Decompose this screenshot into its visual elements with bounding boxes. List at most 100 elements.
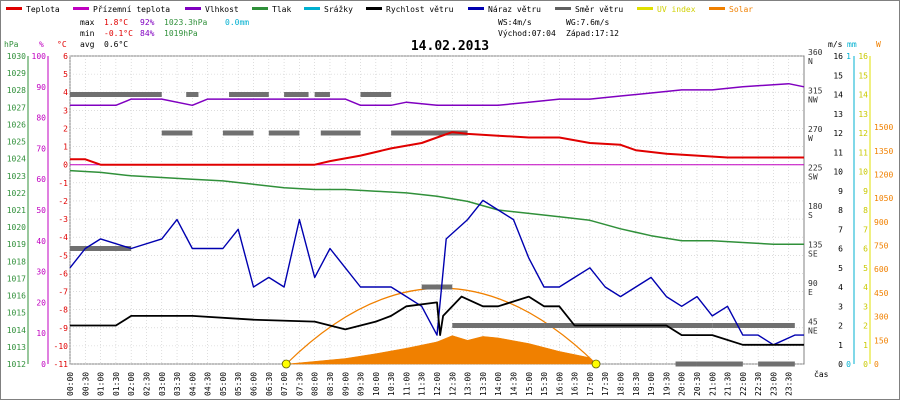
legend-label-rain: Srážky [324,5,353,14]
direction-segment [229,92,269,97]
tick-time: 03:30 [173,372,182,396]
tick-deg-dir: W [808,134,813,143]
tick-time: 01:00 [97,372,106,396]
direction-segment [696,361,743,367]
tick-w: 1350 [874,147,893,156]
legend-label-feels: Přízemní teplota [93,5,170,14]
tick-time: 00:30 [81,372,90,396]
stats-min-press: 1019hPa [164,29,198,38]
tick-time: 19:30 [662,372,671,396]
tick-deg-value: 360 [808,48,823,57]
tick-time: 18:00 [617,372,626,396]
tick-w: 450 [874,289,889,298]
stats-max-temp: 1.8°C [104,18,128,27]
tick-hpa: 1014 [7,326,26,335]
tick-time: 23:00 [769,372,778,396]
tick-pct: 100 [32,52,47,61]
tick-time: 21:00 [708,372,717,396]
info-sunset: Západ:17:12 [566,29,619,38]
tick-time: 16:00 [555,372,564,396]
direction-segment [360,92,392,97]
tick-degc: -8 [58,306,68,315]
tick-degc: -3 [58,215,68,224]
tick-time: 20:00 [678,372,687,396]
unit-ms: m/s [828,40,843,49]
tick-time: 08:00 [311,372,320,396]
tick-w: 600 [874,265,889,274]
legend-label-pressure: Tlak [272,5,291,14]
tick-uv: 4 [863,283,868,292]
tick-uv: 5 [863,264,868,273]
tick-time: 08:30 [326,372,335,396]
tick-time: 02:30 [142,372,151,396]
tick-degc: 0 [63,161,68,170]
tick-pct: 40 [36,237,46,246]
tick-time: 15:30 [540,372,549,396]
tick-ms: 8 [838,206,843,215]
tick-uv: 6 [863,245,868,254]
tick-w: 0 [874,360,879,369]
tick-time: 23:30 [785,372,794,396]
legend-swatch-wind [366,7,382,10]
stats-avg-temp: 0.6°C [104,40,128,49]
tick-deg-dir: SE [808,250,818,259]
tick-hpa: 1015 [7,309,26,318]
tick-hpa: 1022 [7,189,26,198]
tick-degc: -4 [58,233,68,242]
tick-deg-value: 180 [808,202,823,211]
tick-time: 11:00 [402,372,411,396]
tick-ms: 0 [838,360,843,369]
solar-series [287,335,597,365]
unit-hpa: hPa [4,40,19,49]
tick-pct: 70 [36,144,46,153]
tick-mm: 1 [846,52,851,61]
tick-deg-value: 45 [808,318,818,327]
sunset-marker [591,359,601,369]
legend-swatch-feels [73,7,89,10]
tick-hpa: 1017 [7,274,26,283]
info-ws: WS:4m/s [498,18,532,27]
tick-hpa: 1027 [7,103,26,112]
temperature-line [70,131,804,166]
tick-time: 11:30 [418,372,427,396]
tick-degc: 6 [63,52,68,61]
tick-time: 02:00 [127,372,136,396]
legend-swatch-uv [637,7,653,10]
legend-label-humidity: Vlhkost [205,5,239,14]
tick-w: 900 [874,218,889,227]
tick-pct: 10 [36,329,46,338]
tick-ms: 9 [838,187,843,196]
tick-uv: 7 [863,225,868,234]
tick-uv: 3 [863,302,868,311]
tick-uv: 10 [858,168,868,177]
tick-ms: 15 [833,71,843,80]
stats-min-temp: -0.1°C [104,29,133,38]
direction-segment [161,130,193,136]
gust-line [69,199,804,346]
tick-time: 17:00 [586,372,595,396]
tick-time: 09:00 [341,372,350,396]
direction-segment [268,130,300,136]
direction-segment [421,284,453,290]
tick-degc: 2 [63,124,68,133]
tick-time: 17:30 [601,372,610,396]
direction-segment [284,92,309,97]
sunrise-marker [281,359,291,369]
tick-time: 20:30 [693,372,702,396]
tick-hpa: 1030 [7,52,26,61]
chart-title: 14.02.2013 [411,39,489,54]
tick-hpa: 1028 [7,86,26,95]
direction-segment [70,246,132,251]
tick-time: 19:00 [647,372,656,396]
direction-segment [452,323,545,328]
tick-deg-value: 135 [808,241,823,250]
tick-pct: 0 [41,360,46,369]
tick-deg-dir: NW [808,96,818,105]
legend-swatch-rain [304,7,320,10]
tick-degc: 3 [63,106,68,115]
tick-w: 750 [874,242,889,251]
stats-min-hum: 84% [140,29,155,38]
tick-time: 14:30 [509,372,518,396]
stats-avg-label: avg [80,40,95,49]
